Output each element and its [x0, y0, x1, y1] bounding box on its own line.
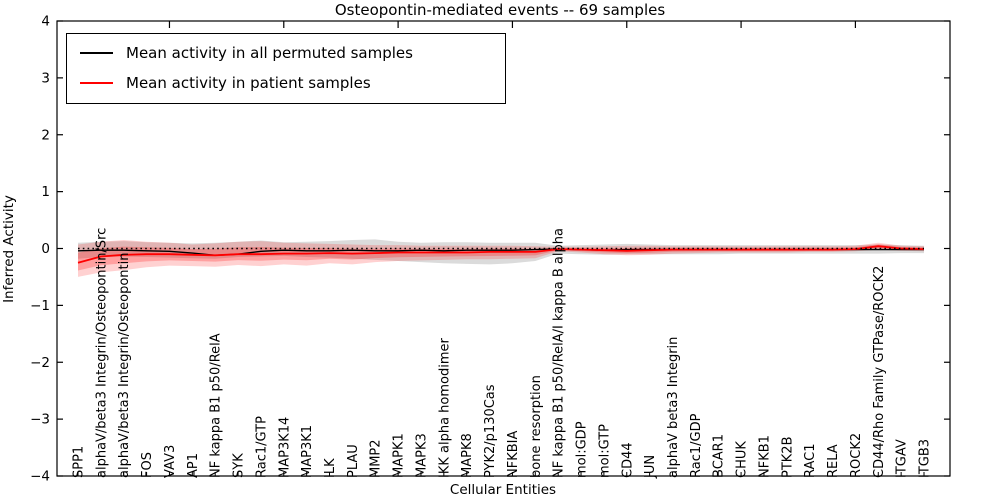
legend-item-patient: Mean activity in patient samples	[80, 71, 495, 95]
legend-label: Mean activity in all permuted samples	[126, 44, 413, 62]
x-tick-label: NFKB1	[757, 435, 772, 478]
x-tick-label: MAPK1	[392, 433, 407, 478]
x-tick-label: MAPK3	[415, 433, 430, 478]
x-tick-label: SPP1	[72, 446, 87, 478]
x-tick-label: PLAU	[346, 444, 361, 478]
x-tick-label: Rac1/GTP	[254, 416, 269, 478]
x-tick-label: NF kappa B1 p50/RelA/I kappa B alpha	[552, 228, 567, 478]
chart-title: Osteopontin-mediated events -- 69 sample…	[334, 1, 666, 19]
legend-line-black-icon	[80, 52, 113, 54]
x-tick-label: RAC1	[803, 443, 818, 478]
x-tick-label: ITGB3	[918, 439, 933, 478]
x-tick-label: FOS	[140, 452, 155, 478]
x-tick-label: mol:GDP	[575, 421, 590, 478]
x-tick-label: PYK2/p130Cas	[483, 384, 498, 478]
x-tick-label: CHUK	[735, 441, 750, 478]
y-tick-label: 0	[41, 241, 50, 257]
x-tick-label: mol:GTP	[597, 424, 612, 478]
x-tick-label: Rac1/GDP	[689, 413, 704, 478]
y-tick-label: −3	[30, 412, 50, 428]
x-tick-label: BCAR1	[712, 434, 727, 478]
x-tick-label: bone resorption	[529, 375, 544, 478]
y-tick-label: −4	[30, 469, 50, 485]
x-tick-label: NFKBIA	[506, 431, 521, 478]
x-tick-label: ILK	[323, 458, 338, 478]
x-tick-label: JUN	[643, 455, 658, 479]
x-tick-label: CD44/Rho Family GTPase/ROCK2	[872, 266, 887, 478]
y-tick-label: 4	[41, 14, 50, 30]
x-tick-label: MAPK8	[460, 433, 475, 478]
x-axis-label: Cellular Entities	[449, 482, 557, 498]
x-tick-label: ITGAV	[895, 439, 910, 478]
x-tick-label: CD44	[620, 442, 635, 478]
x-tick-label: alphaV/beta3 Integrin/Osteopontin/Src	[94, 228, 109, 478]
x-tick-label: SYK	[232, 453, 247, 478]
legend-item-permuted: Mean activity in all permuted samples	[80, 41, 495, 65]
y-axis-label: Inferred Activity	[1, 195, 17, 303]
y-tick-label: −1	[30, 298, 50, 314]
x-tick-label: VAV3	[163, 445, 178, 478]
y-tick-label: −2	[30, 355, 50, 371]
x-tick-label: PTK2B	[780, 437, 795, 479]
x-tick-label: MAP3K1	[300, 425, 315, 478]
x-tick-label: MAP3K14	[277, 417, 292, 478]
y-tick-label: 2	[41, 127, 50, 143]
line-patient-mean	[77, 245, 925, 264]
y-tick-label: 3	[41, 70, 50, 86]
y-tick-label: 1	[41, 184, 50, 200]
x-tick-label: NF kappa B1 p50/RelA	[209, 333, 224, 478]
legend-label: Mean activity in patient samples	[126, 74, 371, 92]
x-tick-label: IKK alpha homodimer	[437, 337, 452, 478]
x-tick-label: ROCK2	[849, 433, 864, 478]
x-tick-label: AP1	[186, 453, 201, 478]
legend-line-red-icon	[80, 82, 113, 84]
x-tick-label: alphaV/beta3 Integrin/Osteopontin	[117, 253, 132, 478]
x-tick-label: alphaV beta3 Integrin	[666, 337, 681, 478]
legend: Mean activity in all permuted samples Me…	[66, 33, 506, 104]
x-tick-label: RELA	[826, 444, 841, 478]
x-tick-label: MMP2	[369, 439, 384, 478]
